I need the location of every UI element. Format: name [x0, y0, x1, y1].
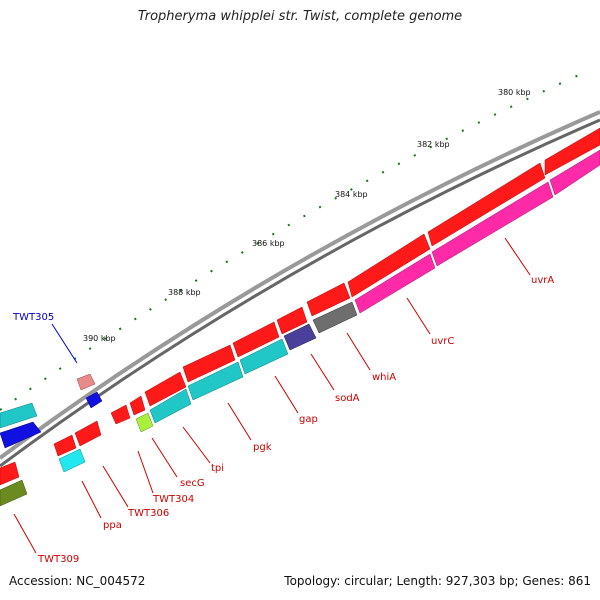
callout-tpi	[182, 426, 211, 464]
callout-secG	[151, 437, 178, 478]
gene-whiA-reverse[interactable]	[354, 253, 436, 314]
gene-grey-reverse[interactable]	[312, 301, 358, 334]
callout-gap	[274, 375, 299, 414]
callout-ppa	[81, 480, 102, 519]
gene-gap-reverse[interactable]	[239, 338, 289, 375]
gene-forward-10[interactable]	[74, 420, 102, 447]
backbone-inner	[0, 118, 600, 468]
kbp-label-380: 380 kbp	[498, 88, 531, 97]
gene-forward-3[interactable]	[306, 282, 351, 317]
gene-forward-2[interactable]	[347, 233, 431, 298]
callout-sodA	[310, 353, 335, 391]
gene-label-ppa: ppa	[103, 520, 122, 531]
callout-pgk	[227, 402, 252, 441]
gene-uvrA-reverse[interactable]	[549, 149, 600, 196]
kbp-label-382: 382 kbp	[417, 140, 450, 149]
gene-label-TWT309: TWT309	[37, 554, 79, 565]
gene-pgk-reverse[interactable]	[187, 361, 244, 401]
gene-label-tpi: tpi	[211, 463, 224, 474]
accession-label: Accession: NC_004572	[9, 574, 146, 588]
gene-forward-7[interactable]	[144, 371, 187, 407]
kbp-label-390: 390 kbp	[83, 334, 116, 343]
gene-uvrA-forward[interactable]	[544, 127, 600, 176]
gene-sodA-reverse[interactable]	[283, 323, 317, 351]
map-title: Tropheryma whipplei str. Twist, complete…	[137, 9, 463, 24]
kbp-label-386: 386 kbp	[252, 239, 285, 248]
gene-label-pgk: pgk	[253, 442, 272, 453]
gene-cyan-outer[interactable]	[0, 402, 38, 429]
gene-pink-small[interactable]	[76, 373, 96, 391]
callout-TWT305	[51, 323, 78, 364]
gene-forward-12[interactable]	[0, 461, 20, 486]
gene-label-TWT304: TWT304	[152, 494, 194, 505]
gene-TWT309-reverse[interactable]	[0, 479, 28, 507]
callout-TWT306	[102, 465, 129, 508]
callout-TWT309	[13, 513, 37, 554]
gene-label-uvrA: uvrA	[531, 275, 554, 286]
gene-label-whiA: whiA	[372, 372, 396, 383]
callout-lines	[13, 237, 531, 554]
gene-forward-9[interactable]	[110, 404, 131, 425]
callout-whiA	[346, 332, 371, 371]
callout-uvrC	[406, 297, 431, 335]
reverse-strand-genes	[0, 149, 600, 507]
callout-uvrA	[504, 237, 531, 276]
gene-forward-4[interactable]	[276, 306, 308, 335]
gene-label-sodA: sodA	[335, 393, 360, 404]
gene-forward-5[interactable]	[232, 321, 280, 358]
gene-secG-reverse[interactable]	[135, 412, 154, 433]
gene-label-TWT306: TWT306	[127, 508, 169, 519]
callout-TWT304	[137, 450, 154, 494]
kbp-label-388: 388 kbp	[168, 288, 201, 297]
gene-TWT305[interactable]	[85, 391, 103, 409]
genome-summary: Topology: circular; Length: 927,303 bp; …	[284, 574, 591, 588]
gene-forward-1[interactable]	[427, 162, 546, 247]
gene-ppa-reverse[interactable]	[58, 448, 86, 473]
gene-tpi-reverse[interactable]	[149, 388, 192, 424]
backbone-outer	[0, 110, 600, 460]
gene-uvrC-reverse[interactable]	[431, 181, 554, 267]
kbp-label-384: 384 kbp	[335, 190, 368, 199]
gene-label-secG: secG	[180, 478, 205, 489]
gene-label-gap: gap	[299, 414, 318, 425]
gene-label-TWT305: TWT305	[12, 312, 54, 323]
gene-forward-11[interactable]	[53, 434, 77, 457]
tick-ring	[0, 69, 591, 411]
gene-forward-8[interactable]	[129, 395, 146, 416]
gene-forward-6[interactable]	[182, 344, 236, 383]
gene-blue-outer[interactable]	[0, 421, 42, 449]
forward-strand-genes	[0, 127, 600, 486]
gene-label-uvrC: uvrC	[431, 336, 454, 347]
